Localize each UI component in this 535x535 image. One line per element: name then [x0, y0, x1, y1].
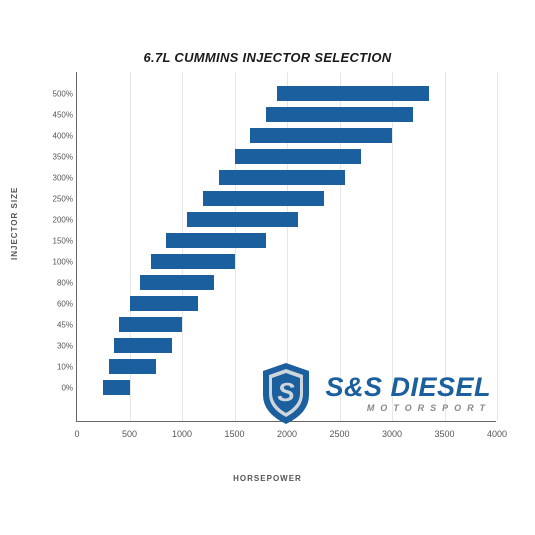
- bar: [103, 380, 129, 395]
- y-tick: 60%: [43, 299, 73, 308]
- x-tick: 3000: [382, 429, 402, 439]
- y-tick: 400%: [43, 131, 73, 140]
- bar: [114, 338, 172, 353]
- bar: [119, 317, 182, 332]
- y-tick: 10%: [43, 362, 73, 371]
- x-axis-label: HORSEPOWER: [0, 474, 535, 483]
- shield-icon: S: [257, 361, 315, 427]
- y-tick: 450%: [43, 110, 73, 119]
- bar: [250, 128, 392, 143]
- y-axis-label: INJECTOR SIZE: [10, 187, 19, 260]
- bar: [151, 254, 235, 269]
- logo-sub-text: MOTORSPORT: [325, 403, 491, 413]
- bar: [187, 212, 297, 227]
- y-tick: 300%: [43, 173, 73, 182]
- x-tick: 1500: [224, 429, 244, 439]
- bar: [266, 107, 413, 122]
- x-tick: 2500: [329, 429, 349, 439]
- bar: [219, 170, 345, 185]
- x-tick: 500: [122, 429, 137, 439]
- y-tick: 350%: [43, 152, 73, 161]
- bar: [277, 86, 429, 101]
- x-tick: 2000: [277, 429, 297, 439]
- logo-text: S&S DIESEL MOTORSPORT: [325, 375, 491, 413]
- y-tick: 80%: [43, 278, 73, 287]
- bar: [235, 149, 361, 164]
- x-tick: 1000: [172, 429, 192, 439]
- bar: [130, 296, 198, 311]
- y-tick: 100%: [43, 257, 73, 266]
- y-tick: 0%: [43, 383, 73, 392]
- bar: [203, 191, 324, 206]
- y-tick: 150%: [43, 236, 73, 245]
- bar: [166, 233, 266, 248]
- y-tick: 200%: [43, 215, 73, 224]
- gridline: [497, 72, 498, 421]
- brand-logo: S S&S DIESEL MOTORSPORT: [257, 361, 491, 427]
- y-tick: 45%: [43, 320, 73, 329]
- chart-title: 6.7L CUMMINS INJECTOR SELECTION: [0, 50, 535, 65]
- y-tick: 30%: [43, 341, 73, 350]
- logo-main-text: S&S DIESEL: [325, 375, 491, 401]
- y-tick: 500%: [43, 89, 73, 98]
- x-tick: 4000: [487, 429, 507, 439]
- x-tick: 0: [74, 429, 79, 439]
- x-tick: 3500: [434, 429, 454, 439]
- y-tick: 250%: [43, 194, 73, 203]
- bar: [109, 359, 156, 374]
- bar: [140, 275, 214, 290]
- svg-text:S: S: [278, 377, 296, 407]
